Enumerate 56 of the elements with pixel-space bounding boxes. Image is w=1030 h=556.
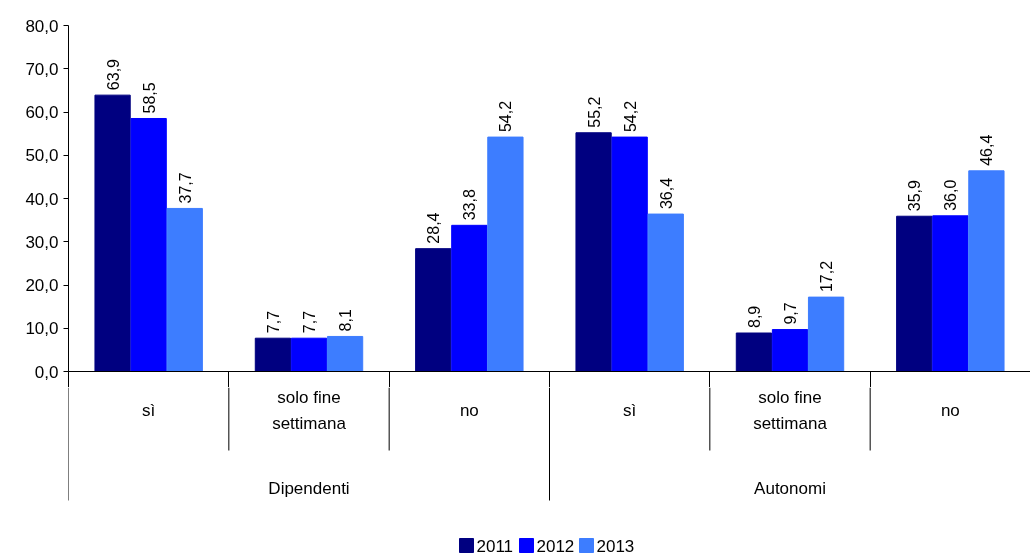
bar bbox=[326, 335, 364, 372]
bar bbox=[932, 215, 969, 372]
bar bbox=[290, 337, 328, 372]
data-label: 55,2 bbox=[585, 96, 603, 128]
x-tick-label: solo fine settimana bbox=[753, 388, 828, 433]
data-label: 58,5 bbox=[140, 82, 158, 114]
bar bbox=[575, 132, 612, 372]
y-tick-label: 50,0 bbox=[25, 146, 59, 166]
data-label: 7,7 bbox=[264, 310, 282, 334]
data-label: 54,2 bbox=[621, 100, 639, 133]
bar bbox=[415, 248, 452, 372]
data-label: 17,2 bbox=[818, 260, 836, 293]
bar bbox=[254, 337, 292, 372]
y-tick-label: 40,0 bbox=[25, 189, 59, 209]
bar bbox=[968, 170, 1005, 372]
bar bbox=[94, 94, 131, 372]
bar bbox=[647, 213, 684, 372]
text: Dipendenti bbox=[268, 479, 350, 498]
bar bbox=[166, 207, 203, 372]
bar bbox=[451, 224, 488, 372]
data-label: 63,9 bbox=[104, 58, 122, 91]
y-tick-label: 20,0 bbox=[25, 276, 59, 295]
data-label: 35,9 bbox=[906, 179, 924, 212]
x-tick-label: solo fine settimana bbox=[272, 388, 347, 433]
y-tick-label: 70,0 bbox=[25, 59, 59, 79]
x-tick-label: sì bbox=[623, 401, 637, 420]
data-label: 8,9 bbox=[745, 305, 763, 329]
legend-label: 2012 bbox=[536, 536, 575, 556]
bar bbox=[771, 329, 809, 372]
data-label: 36,4 bbox=[657, 177, 675, 210]
data-label: 28,4 bbox=[425, 212, 443, 244]
x-tick-label: no bbox=[459, 401, 479, 420]
data-label: 46,4 bbox=[978, 134, 996, 166]
bar bbox=[807, 296, 845, 372]
y-tick-label: 60,0 bbox=[25, 103, 59, 122]
legend-label: 2011 bbox=[476, 536, 514, 556]
y-tick-label: 0,0 bbox=[34, 362, 59, 382]
bar bbox=[735, 332, 773, 372]
data-label: 33,8 bbox=[461, 189, 479, 221]
data-label: 8,1 bbox=[337, 309, 355, 332]
data-label: 36,0 bbox=[942, 179, 960, 211]
data-label: 54,2 bbox=[497, 100, 515, 133]
data-label: 9,7 bbox=[782, 302, 799, 325]
bar bbox=[896, 215, 933, 372]
y-tick-label: 80,0 bbox=[25, 16, 59, 36]
bar bbox=[611, 136, 648, 372]
y-tick-label: 10,0 bbox=[25, 319, 59, 339]
data-label: 7,7 bbox=[301, 310, 318, 334]
data-label: 37,7 bbox=[176, 172, 194, 204]
legend-label: 2013 bbox=[596, 536, 635, 556]
x-tick-label: sì bbox=[142, 401, 156, 420]
x-tick-label: no bbox=[940, 401, 960, 420]
y-tick-label: 30,0 bbox=[25, 232, 59, 252]
bar bbox=[487, 136, 524, 372]
text: Autonomi bbox=[754, 479, 826, 498]
bar bbox=[130, 117, 167, 372]
